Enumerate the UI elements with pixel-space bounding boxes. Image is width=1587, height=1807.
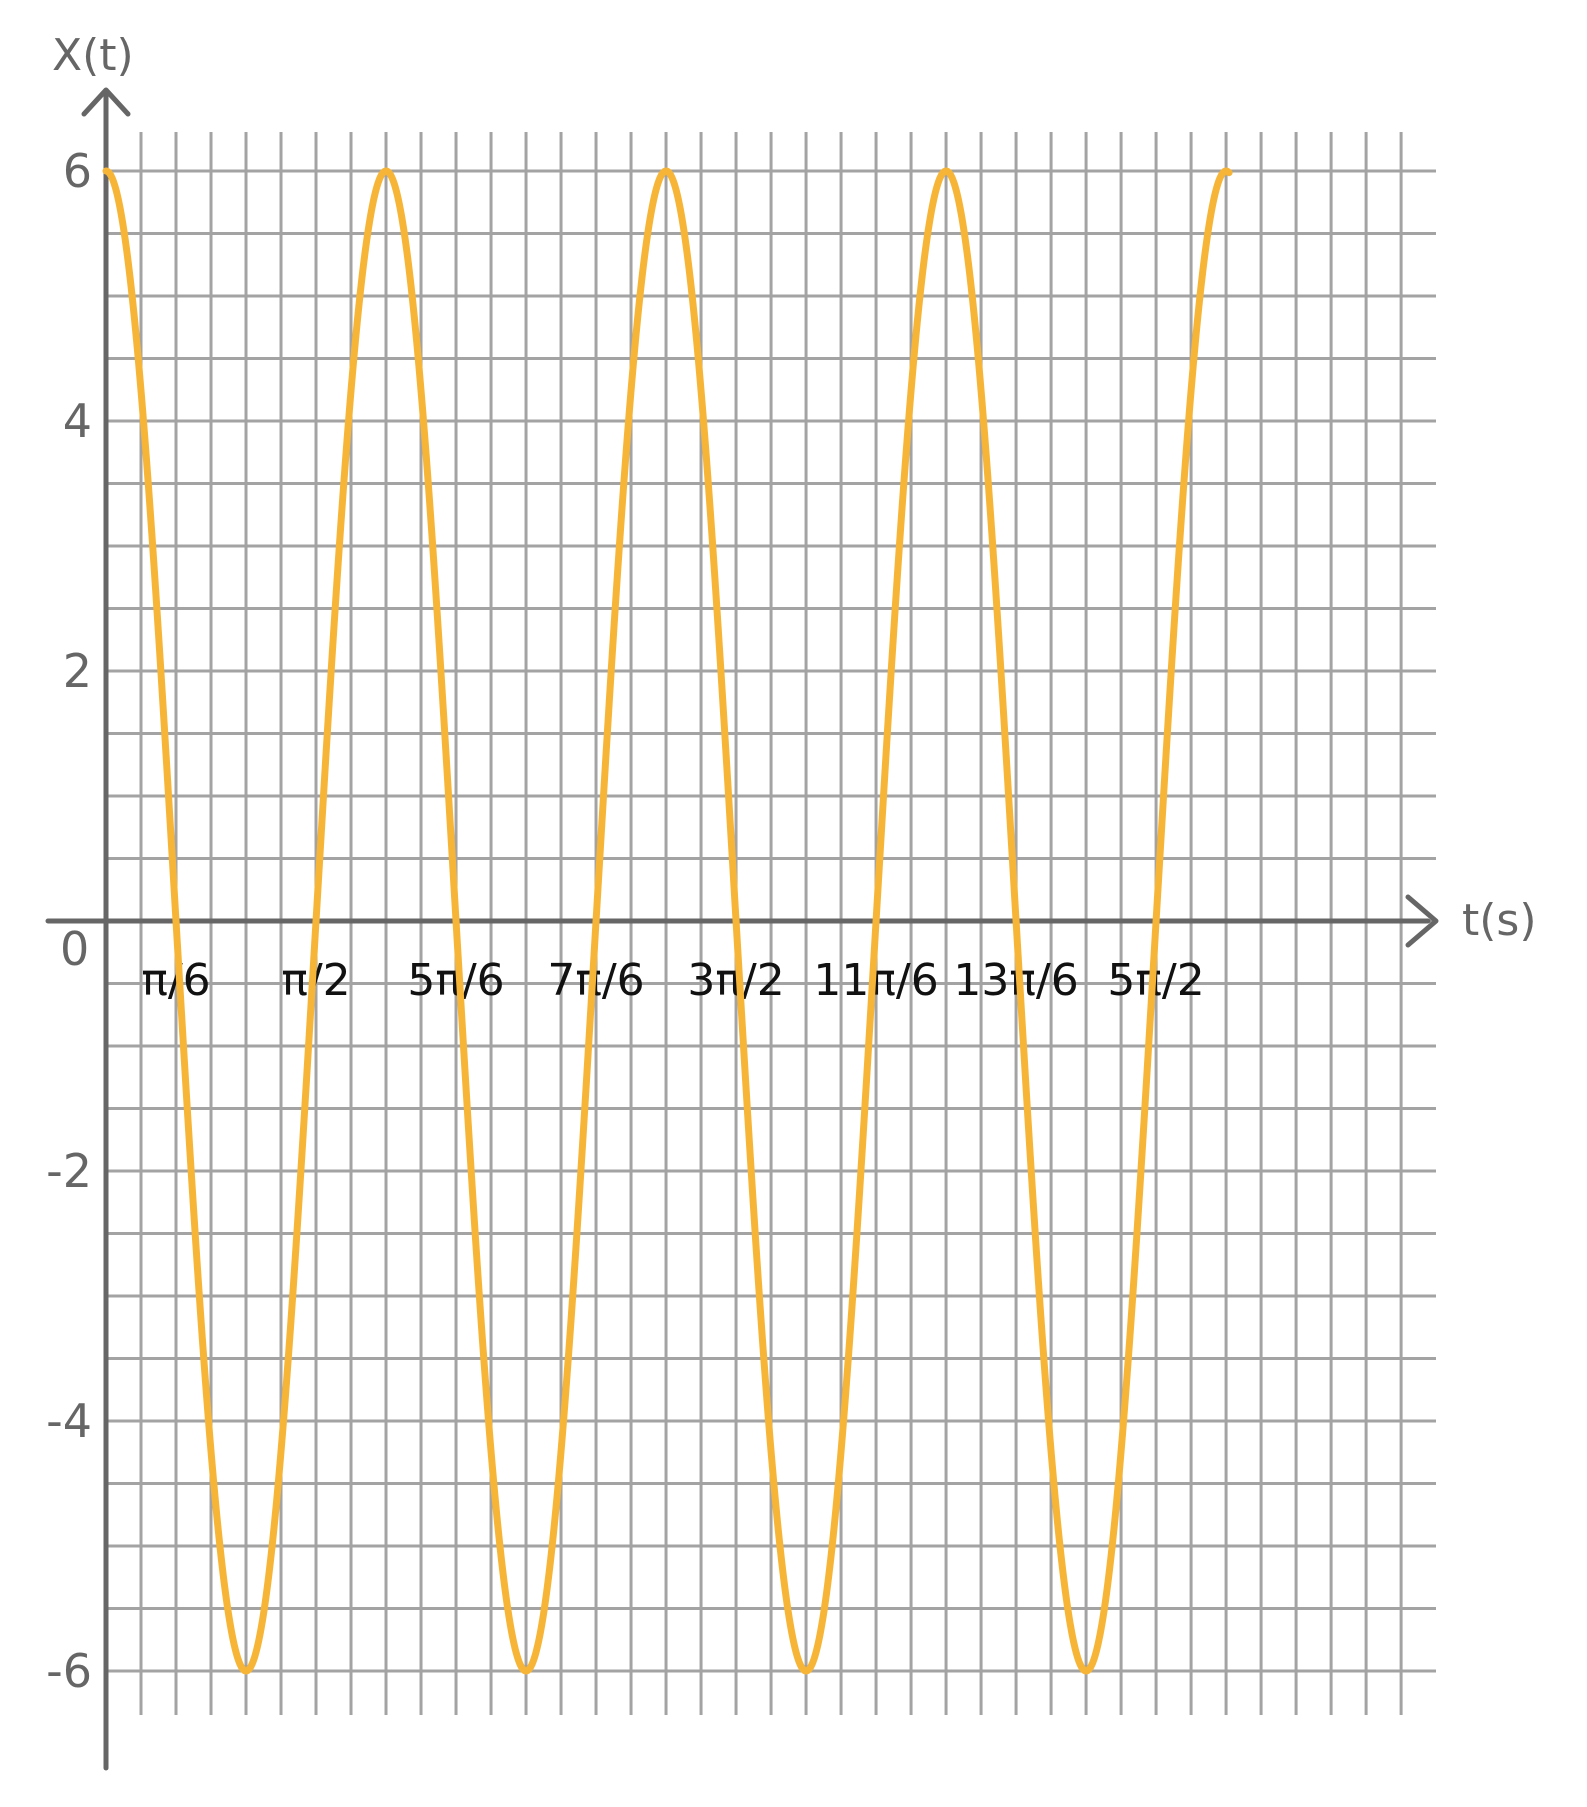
y-tick-label: 4	[63, 394, 92, 448]
y-tick-label: -6	[46, 1644, 92, 1698]
y-tick-labels: 6 4 2 -2 -4 -6	[46, 144, 92, 1698]
x-axis-arrowhead	[1405, 894, 1439, 948]
y-tick-label: 2	[63, 644, 92, 698]
y-tick-label: -2	[46, 1144, 92, 1198]
series-line	[102, 167, 1233, 1675]
y-axis-arrowhead	[81, 87, 131, 117]
y-axis-label: X(t)	[52, 30, 134, 81]
x-axis-label: t(s)	[1462, 895, 1537, 946]
x-tick-labels: π/6 π/2 5π/6 7π/6 3π/2 11π/6 13π/6 5π/2	[141, 955, 1204, 1006]
series-curves	[102, 167, 1233, 1675]
y-tick-label: 6	[63, 144, 92, 198]
y-tick-label: -4	[46, 1394, 92, 1448]
axes	[45, 87, 1439, 1771]
origin-label: 0	[60, 922, 89, 976]
